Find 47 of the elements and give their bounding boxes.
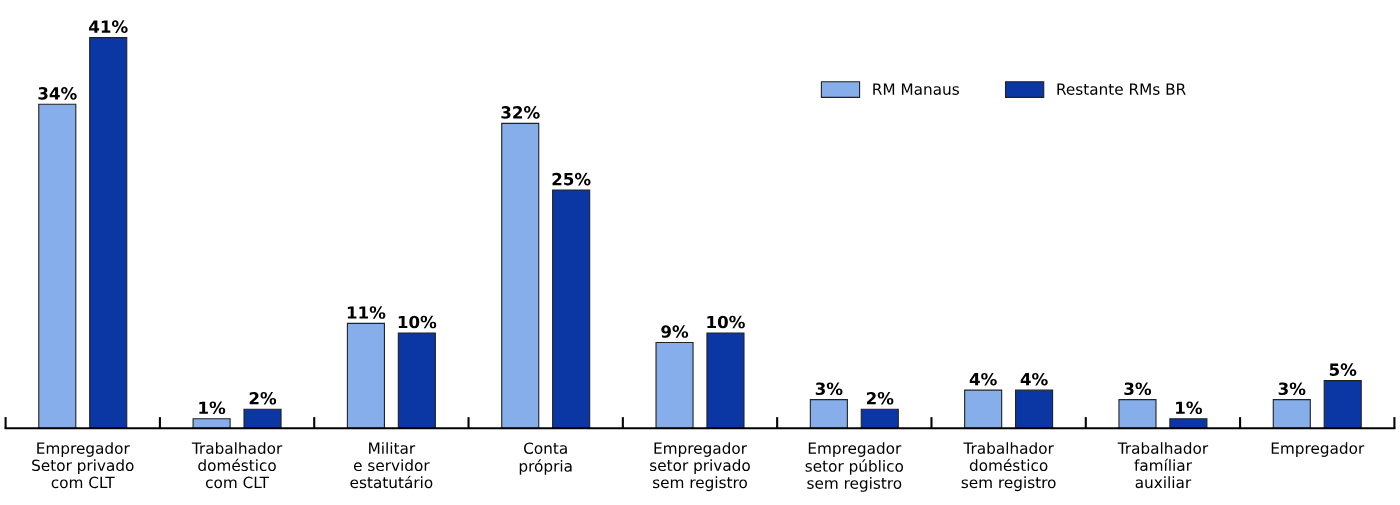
bar (860, 408, 899, 429)
data-label: 10% (398, 315, 437, 329)
bar (397, 332, 436, 429)
data-label: 25% (552, 172, 591, 186)
x-tick-label: Empregador setor público sem registro (805, 442, 904, 492)
data-label: 5% (1329, 363, 1357, 376)
bar (1015, 389, 1054, 429)
data-label: 9% (661, 325, 689, 338)
legend-label: RM Manaus (873, 83, 959, 95)
bar (192, 418, 231, 429)
x-tick-label: Empregador (1271, 442, 1365, 457)
x-tick-label: Empregador Setor privado com CLT (32, 442, 134, 489)
data-label: 32% (501, 106, 540, 119)
data-label: 4% (969, 372, 997, 386)
data-label: 2% (249, 391, 277, 405)
data-label: 3% (815, 382, 843, 396)
x-tick-label: Militar e servidor estatutário (350, 442, 433, 489)
bar (655, 341, 694, 429)
data-label: 1% (1176, 401, 1203, 415)
bar (964, 389, 1003, 429)
bar (1118, 399, 1157, 429)
bar (1169, 418, 1208, 429)
bar (809, 399, 848, 429)
data-label: 41% (89, 20, 128, 33)
bar (346, 322, 385, 429)
data-label: 11% (347, 306, 386, 319)
data-label: 4% (1020, 372, 1048, 386)
data-label: 1% (199, 401, 226, 415)
bar (38, 103, 77, 429)
bar (501, 122, 540, 429)
data-label: 2% (866, 391, 894, 405)
legend-label: Restante RMs BR (1057, 83, 1186, 95)
bar (552, 189, 591, 429)
x-tick-label: Trabalhador doméstico com CLT (191, 442, 283, 489)
bar (89, 37, 128, 429)
x-tick-label: Conta própria (519, 442, 572, 475)
data-label: 10% (707, 315, 745, 329)
data-label: 3% (1124, 382, 1152, 396)
x-tick-label: Empregador setor privado sem registro (650, 442, 750, 492)
bar (706, 332, 745, 429)
bar (1323, 380, 1362, 429)
x-tick-label: Trabalhador famíliar auxiliar (1117, 442, 1209, 489)
x-tick-label: Trabalhador doméstico sem registro (961, 442, 1056, 492)
bar (243, 408, 282, 429)
data-label: 34% (38, 87, 77, 100)
data-label: 3% (1278, 382, 1306, 396)
bar (1272, 399, 1311, 429)
